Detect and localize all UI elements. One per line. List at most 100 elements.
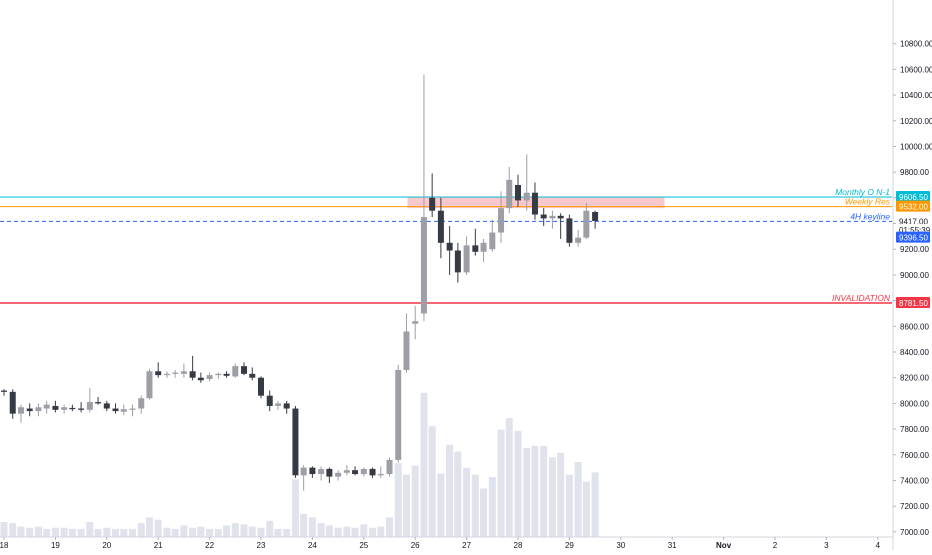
- volume-bar: [180, 525, 188, 537]
- volume-bar: [454, 451, 462, 537]
- level-label: Weekly Res: [845, 197, 891, 207]
- volume-bar: [325, 525, 333, 537]
- volume-bar: [206, 528, 214, 537]
- price-tick-label: 9000.00: [900, 271, 929, 280]
- candle-body: [549, 215, 556, 219]
- price-tick-label: 10000.00: [900, 142, 932, 151]
- volume-bar: [582, 481, 590, 537]
- price-tag: [896, 200, 930, 212]
- volume-bar: [505, 418, 513, 537]
- price-tick-label: 7200.00: [900, 502, 929, 511]
- candle-body: [103, 403, 110, 409]
- price-tick-label: 8600.00: [900, 322, 929, 331]
- price-tick-label: 9800.00: [900, 168, 929, 177]
- candle-body: [206, 375, 213, 379]
- time-axis[interactable]: 18 19 20 21 22 23 24 25 26 27 28 29 30 31 Nov 2 3 4: [0, 536, 893, 550]
- candle-body: [120, 409, 127, 412]
- price-tick-label: 10400.00: [900, 91, 932, 100]
- candle-body: [352, 470, 359, 475]
- candle-body: [472, 245, 479, 252]
- time-tick-label: 2: [773, 541, 778, 550]
- candle-body: [592, 211, 599, 221]
- volume-bar: [223, 525, 231, 537]
- price-tick-label: 8200.00: [900, 374, 929, 383]
- candle-body: [172, 372, 179, 374]
- candle-body: [292, 408, 299, 476]
- time-tick-label: 19: [51, 541, 60, 550]
- candle-body: [318, 468, 325, 475]
- volume-bar: [343, 526, 351, 537]
- candle-body: [326, 468, 333, 477]
- price-tag-label: 9606.50: [899, 193, 928, 202]
- volume-bar: [154, 519, 162, 537]
- volume-bar: [34, 526, 42, 537]
- volume-bar: [446, 444, 454, 537]
- volume-bar: [591, 472, 599, 537]
- price-tag: [896, 191, 930, 203]
- time-tick-label: 25: [359, 541, 368, 550]
- candle-body: [52, 405, 59, 410]
- volume-bar: [274, 528, 282, 537]
- volume-bars: [0, 392, 599, 537]
- price-tick-label: 7800.00: [900, 425, 929, 434]
- price-tag-label: 9532.00: [899, 203, 928, 212]
- candle-body: [129, 408, 136, 410]
- candle-body: [180, 371, 187, 374]
- volume-bar: [171, 528, 179, 537]
- price-tick-label: 9200.00: [900, 245, 929, 254]
- time-tick-label: 28: [514, 541, 523, 550]
- candle-body: [566, 218, 573, 243]
- volume-bar: [300, 513, 308, 537]
- price-tag-label: 01:55:39: [899, 226, 931, 235]
- volume-bar: [497, 429, 505, 537]
- candle-body: [335, 472, 342, 477]
- candle-body: [429, 197, 436, 211]
- time-tick-label: 22: [205, 541, 214, 550]
- volume-bar: [231, 523, 239, 537]
- volume-bar: [514, 430, 522, 537]
- price-tag-label: 9396.50: [899, 234, 928, 243]
- candle-body: [446, 242, 453, 251]
- price-tag: [896, 296, 930, 308]
- volume-bar: [411, 465, 419, 537]
- candle-body: [197, 377, 204, 381]
- candle-body: [223, 373, 230, 376]
- candle-body: [386, 459, 393, 475]
- price-tick-label: 10600.00: [900, 65, 932, 74]
- candle-body: [163, 373, 170, 376]
- candle-body: [283, 403, 290, 409]
- candle-body: [78, 408, 85, 410]
- time-tick-label: 20: [102, 541, 111, 550]
- volume-bar: [548, 457, 556, 537]
- volume-bar: [463, 467, 471, 537]
- time-tick-label: 30: [616, 541, 625, 550]
- volume-bar: [565, 474, 573, 537]
- volume-bar: [480, 488, 488, 537]
- volume-bar: [257, 527, 265, 537]
- volume-bar: [9, 523, 17, 537]
- time-tick-label: 31: [668, 541, 677, 550]
- candle-body: [69, 407, 76, 410]
- volume-bar: [402, 474, 410, 537]
- candle-body: [369, 468, 376, 476]
- volume-bar: [248, 526, 256, 537]
- price-tag-label: 8781.50: [899, 299, 928, 308]
- price-axis[interactable]: 10800.00 10600.00 10400.00 10200.00 10000.00…: [892, 0, 932, 550]
- candle-body: [489, 232, 496, 250]
- volume-bar: [51, 527, 59, 537]
- time-tick-label: 27: [462, 541, 471, 550]
- volume-bar: [540, 445, 548, 537]
- volume-bar: [420, 392, 428, 537]
- candle-body: [43, 404, 50, 409]
- volume-bar: [17, 526, 25, 537]
- volume-bar: [471, 474, 479, 537]
- volume-bar: [488, 477, 496, 537]
- candle-body: [437, 210, 444, 243]
- volume-bar: [60, 527, 68, 537]
- candle-body: [557, 215, 564, 219]
- volume-bar: [317, 523, 325, 537]
- candle-body: [506, 179, 513, 209]
